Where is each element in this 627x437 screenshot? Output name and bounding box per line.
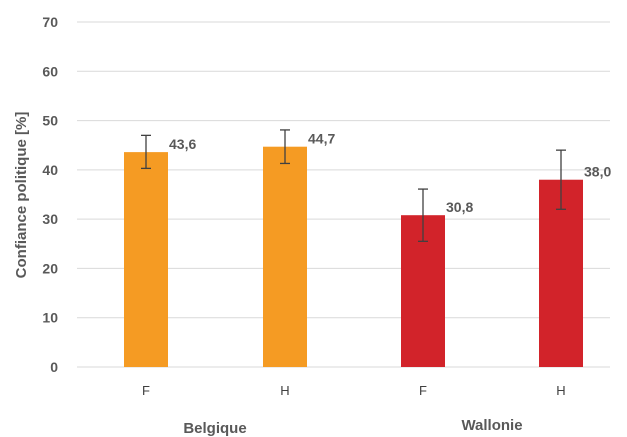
y-tick-label-0: 0 bbox=[50, 359, 58, 375]
y-axis-label: Confiance politique [%] bbox=[13, 112, 30, 279]
error-bar-wallonie-f bbox=[418, 188, 428, 242]
data-label-belgique-f: 43,6 bbox=[169, 136, 196, 152]
y-tick-label-70: 70 bbox=[42, 14, 58, 30]
bar-belgique-h bbox=[263, 146, 307, 367]
category-label-belgique-f: F bbox=[142, 383, 150, 398]
group-labels: Belgique Wallonie bbox=[183, 417, 522, 437]
y-tick-label-40: 40 bbox=[42, 162, 58, 178]
category-label-wallonie-f: F bbox=[419, 383, 427, 398]
y-tick-label-50: 50 bbox=[42, 113, 58, 129]
data-label-wallonie-f: 30,8 bbox=[446, 199, 473, 215]
error-bars bbox=[141, 129, 566, 242]
bars bbox=[124, 146, 583, 367]
error-bar-belgique-h bbox=[280, 129, 290, 165]
group-label-belgique: Belgique bbox=[183, 420, 246, 437]
y-axis-ticks: 0 10 20 30 40 50 60 70 bbox=[42, 14, 58, 375]
error-bar-wallonie-h bbox=[556, 149, 566, 210]
category-label-belgique-h: H bbox=[280, 383, 289, 398]
data-label-wallonie-h: 38,0 bbox=[584, 164, 611, 180]
y-tick-label-10: 10 bbox=[42, 310, 58, 326]
y-tick-label-30: 30 bbox=[42, 211, 58, 227]
bar-belgique-f bbox=[124, 152, 168, 367]
data-labels: 43,6 44,7 30,8 38,0 bbox=[169, 131, 611, 216]
y-tick-label-20: 20 bbox=[42, 260, 58, 276]
y-tick-label-60: 60 bbox=[42, 63, 58, 79]
bar-wallonie-h bbox=[539, 179, 583, 367]
group-label-wallonie: Wallonie bbox=[461, 417, 522, 434]
data-label-belgique-h: 44,7 bbox=[308, 131, 335, 147]
error-bar-belgique-f bbox=[141, 134, 151, 170]
category-label-wallonie-h: H bbox=[556, 383, 565, 398]
